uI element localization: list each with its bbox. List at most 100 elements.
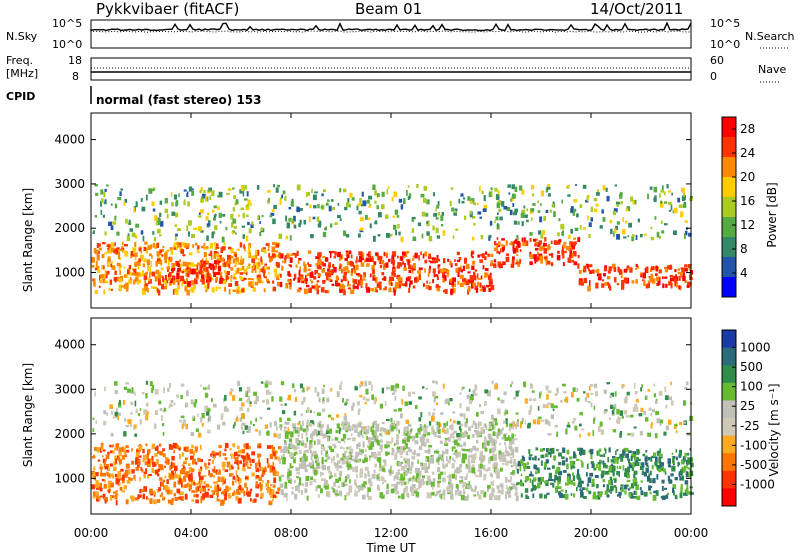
nsky-right-tick-top: 10^5 (710, 17, 740, 30)
echo-cell (305, 427, 309, 432)
echo-cell (403, 490, 406, 493)
echo-cell (178, 446, 182, 450)
echo-cell (202, 193, 206, 199)
echo-cell (176, 444, 179, 449)
echo-cell (437, 265, 440, 269)
echo-cell (496, 472, 500, 479)
echo-cell (409, 477, 413, 482)
echo-cell (329, 428, 332, 434)
echo-cell (533, 486, 537, 490)
echo-cell (669, 274, 673, 278)
echo-cell (222, 480, 225, 486)
echo-cell (515, 412, 519, 415)
echo-cell (431, 257, 436, 261)
echo-cell (345, 250, 348, 253)
echo-cell (383, 479, 387, 483)
echo-cell (674, 282, 677, 287)
echo-cell (431, 485, 434, 490)
echo-cell (319, 430, 323, 433)
echo-cell (129, 424, 132, 428)
echo-cell (548, 253, 553, 256)
echo-cell (153, 470, 156, 474)
echo-cell (293, 273, 297, 280)
echo-cell (517, 461, 522, 467)
echo-cell (311, 452, 315, 457)
echo-cell (236, 489, 240, 495)
cpid-label: CPID (6, 90, 35, 103)
echo-cell (124, 198, 128, 203)
echo-cell (151, 388, 154, 393)
echo-cell (108, 489, 111, 494)
echo-cell (667, 201, 672, 205)
echo-cell (201, 264, 205, 268)
echo-cell (339, 470, 343, 477)
echo-cell (123, 447, 126, 454)
echo-cell (154, 389, 159, 395)
echo-cell (508, 460, 513, 464)
echo-cell (347, 287, 352, 290)
echo-cell (364, 473, 367, 479)
echo-cell (564, 399, 566, 402)
echo-cell (510, 198, 512, 202)
echo-cell (330, 475, 333, 478)
echo-cell (269, 492, 272, 496)
echo-cell (593, 418, 595, 424)
echo-cell (421, 211, 426, 217)
echo-cell (119, 191, 122, 197)
echo-cell (428, 411, 431, 416)
echo-cell (384, 444, 389, 449)
echo-cell (483, 475, 486, 481)
echo-cell (223, 261, 226, 267)
echo-cell (337, 485, 341, 488)
echo-cell (209, 195, 211, 201)
echo-cell (180, 415, 185, 419)
echo-cell (505, 446, 507, 451)
y-tick-label: 3000 (54, 382, 85, 396)
echo-cell (294, 445, 297, 450)
echo-cell (681, 475, 684, 481)
echo-cell (375, 289, 378, 293)
echo-cell (431, 471, 435, 475)
echo-cell (345, 234, 350, 238)
echo-cell (412, 475, 415, 480)
echo-cell (131, 272, 136, 276)
echo-cell (268, 198, 270, 201)
echo-cell (256, 486, 259, 489)
echo-cell (494, 439, 497, 444)
echo-cell (522, 463, 525, 467)
echo-cell (625, 277, 628, 283)
echo-cell (393, 268, 397, 272)
echo-cell (546, 404, 549, 409)
echo-cell (343, 460, 348, 465)
echo-cell (299, 463, 303, 469)
echo-cell (213, 241, 216, 246)
echo-cell (183, 243, 188, 248)
echo-cell (549, 448, 552, 451)
echo-cell (583, 265, 586, 270)
echo-cell (598, 426, 601, 432)
echo-cell (662, 468, 666, 473)
echo-cell (116, 407, 118, 414)
echo-cell (663, 223, 668, 226)
echo-cell (641, 384, 644, 388)
echo-cell (378, 457, 382, 463)
echo-cell (311, 188, 313, 194)
echo-cell (151, 201, 155, 207)
echo-cell (488, 390, 491, 397)
echo-cell (173, 194, 177, 200)
echo-cell (526, 208, 529, 212)
echo-cell (221, 499, 225, 505)
echo-cell (280, 457, 283, 460)
echo-cell (686, 463, 689, 466)
echo-cell (428, 463, 431, 468)
echo-cell (362, 440, 365, 446)
echo-cell (131, 469, 135, 474)
echo-cell (298, 420, 301, 425)
echo-cell (434, 395, 439, 399)
echo-cell (523, 381, 526, 388)
echo-cell (244, 476, 249, 480)
echo-cell (601, 474, 605, 478)
echo-cell (257, 215, 260, 220)
echo-cell (218, 261, 221, 264)
echo-cell (424, 259, 428, 264)
